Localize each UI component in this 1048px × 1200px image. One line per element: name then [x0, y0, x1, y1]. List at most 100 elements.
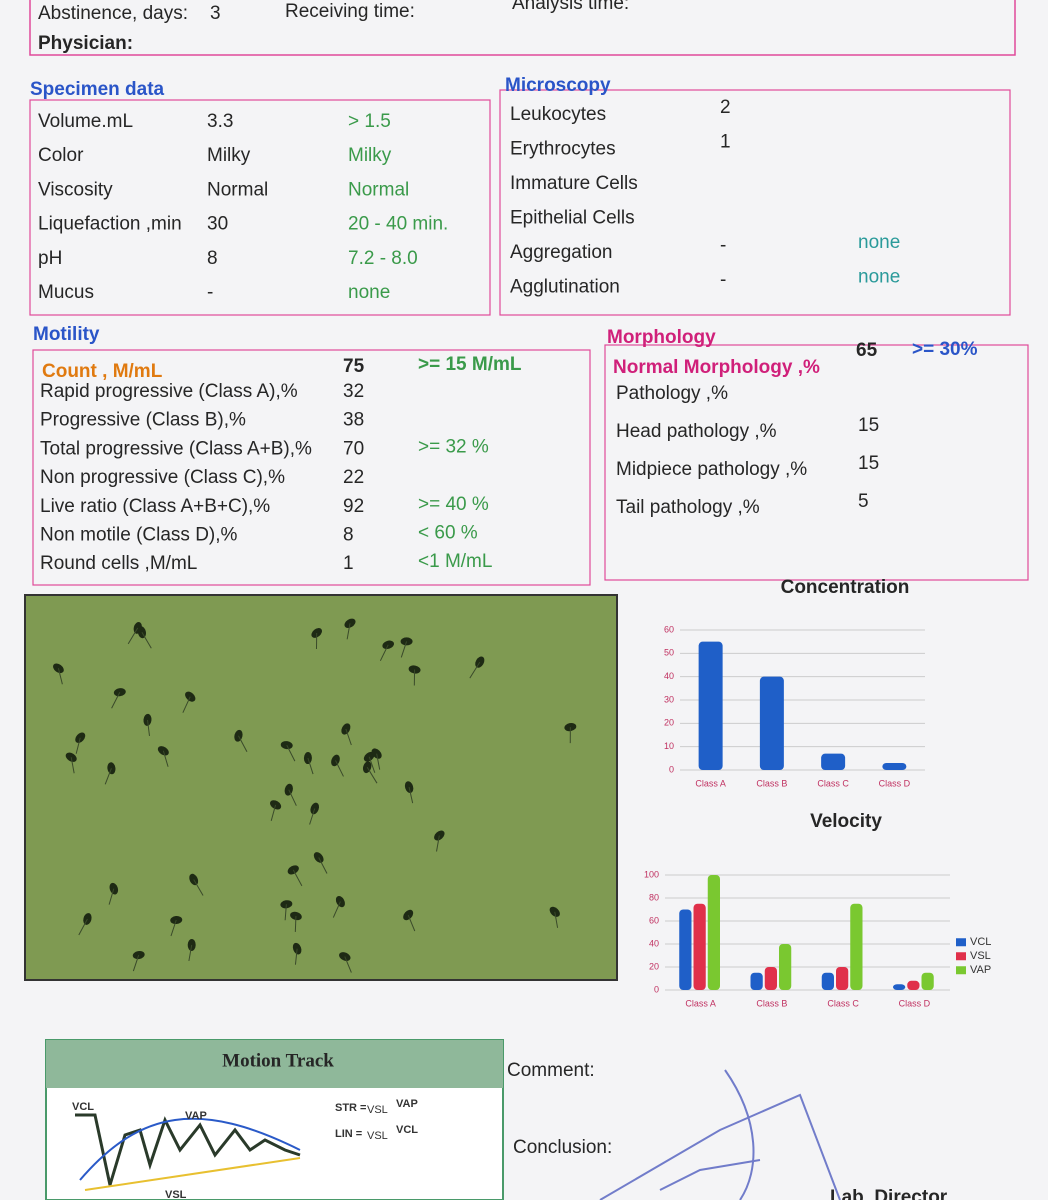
- cell-tail: [111, 692, 121, 709]
- chart-title: Velocity: [810, 811, 882, 832]
- row-reference: Milky: [348, 145, 392, 166]
- motion-track-title: Motion Track: [222, 1050, 334, 1071]
- cell-tail: [346, 623, 351, 640]
- row-value: 8: [343, 525, 354, 546]
- bar: [779, 944, 792, 990]
- y-tick-label: 30: [664, 694, 674, 704]
- cell-tail: [400, 641, 408, 658]
- row-reference: >= 32 %: [418, 436, 489, 457]
- y-tick-label: 0: [669, 764, 674, 774]
- row-label: Volume.mL: [38, 111, 133, 132]
- cell-tail: [345, 728, 352, 746]
- row-label: Mucus: [38, 282, 94, 303]
- legend-swatch: [956, 952, 966, 961]
- bar: [750, 972, 763, 990]
- cell-tail: [294, 948, 298, 965]
- row-label: Tail pathology ,%: [616, 497, 760, 518]
- stamp-edge: [599, 1093, 841, 1200]
- vap-curve: [79, 1117, 301, 1181]
- cell-tail: [318, 857, 328, 874]
- y-tick-label: 20: [649, 961, 659, 971]
- bar: [693, 903, 706, 990]
- count-label: Count , M/mL: [42, 361, 163, 382]
- row-label: Color: [38, 145, 84, 166]
- x-tick-label: Class A: [695, 778, 726, 788]
- row-value: 5: [858, 491, 869, 512]
- cell-tail: [127, 627, 139, 645]
- cell-tail: [408, 786, 414, 804]
- cell-tail: [436, 835, 440, 852]
- row-value: Milky: [207, 145, 251, 166]
- cell-tail: [188, 944, 193, 962]
- row-value: 15: [858, 453, 879, 474]
- cell-tail: [237, 735, 248, 753]
- count-reference: >= 15 M/mL: [418, 354, 522, 375]
- cell-tail: [368, 756, 376, 773]
- physician: Physician:: [38, 33, 133, 54]
- row-reference: 20 - 40 min.: [348, 214, 448, 235]
- row-label: Aggregation: [510, 242, 612, 263]
- row-value: Normal: [207, 179, 268, 200]
- row-reference: Normal: [348, 179, 409, 200]
- stamp-text: [659, 1159, 761, 1191]
- x-tick-label: Class C: [817, 778, 849, 788]
- cell-tail: [294, 915, 297, 932]
- row-reference: 7.2 - 8.0: [348, 248, 418, 269]
- y-tick-label: 100: [644, 869, 659, 879]
- cell-tail: [307, 757, 314, 775]
- curve-label: VSL: [165, 1189, 187, 1200]
- row-label: Non motile (Class D),%: [40, 525, 238, 546]
- row-value: 70: [343, 438, 364, 459]
- row-value: 1: [343, 553, 354, 574]
- bar: [907, 980, 920, 990]
- specimen-title: Specimen data: [30, 79, 165, 100]
- row-label: Rapid progressive (Class A),%: [40, 381, 298, 402]
- normal-value: 65: [856, 340, 878, 361]
- row-value: 2: [720, 97, 731, 118]
- cell-tail: [284, 904, 287, 921]
- str-label: STR =: [335, 1102, 366, 1114]
- curve-label: VAP: [185, 1110, 207, 1122]
- cell-tail: [104, 768, 112, 785]
- row-reference: none: [348, 282, 390, 303]
- row-reference: none: [858, 232, 900, 253]
- x-tick-label: Class D: [879, 778, 911, 788]
- vcl-curve: [75, 1113, 301, 1186]
- legend-swatch: [956, 966, 966, 975]
- conclusion-label: Conclusion:: [513, 1137, 612, 1158]
- abstinence-value: 3: [210, 3, 221, 24]
- row-label: Progressive (Class B),%: [40, 410, 246, 431]
- bar: [679, 909, 692, 990]
- row-label: Viscosity: [38, 179, 113, 200]
- row-reference: < 60 %: [418, 523, 478, 544]
- row-label: Round cells ,M/mL: [40, 553, 197, 574]
- cells: [53, 618, 577, 973]
- x-tick-label: Class B: [756, 998, 787, 1008]
- row-label: Live ratio (Class A+B+C),%: [40, 496, 270, 517]
- y-tick-label: 50: [664, 648, 674, 658]
- numerator: VSL: [367, 1104, 388, 1116]
- row-value: 38: [343, 410, 364, 431]
- cell-tail: [379, 644, 389, 662]
- normal-label: Normal Morphology ,%: [613, 357, 820, 378]
- numerator: VSL: [367, 1130, 388, 1142]
- director-label: Lab. Director: [830, 1187, 948, 1200]
- row-reference: > 1.5: [348, 111, 391, 132]
- bar: [836, 967, 849, 990]
- y-tick-label: 0: [654, 984, 659, 994]
- cell-tail: [469, 661, 481, 679]
- bar: [893, 984, 906, 990]
- cell-tail: [366, 766, 378, 784]
- row-value: 22: [343, 467, 364, 488]
- cell-tail: [78, 918, 88, 936]
- bar: [759, 676, 784, 770]
- cell-tail: [57, 668, 63, 685]
- row-value: -: [207, 282, 213, 303]
- bar: [882, 763, 907, 770]
- x-tick-label: Class C: [827, 998, 859, 1008]
- stamp-signature: [724, 1069, 755, 1200]
- header-box: [29, 0, 1016, 56]
- normal-reference: >= 30%: [912, 339, 978, 360]
- cell-tail: [292, 869, 303, 887]
